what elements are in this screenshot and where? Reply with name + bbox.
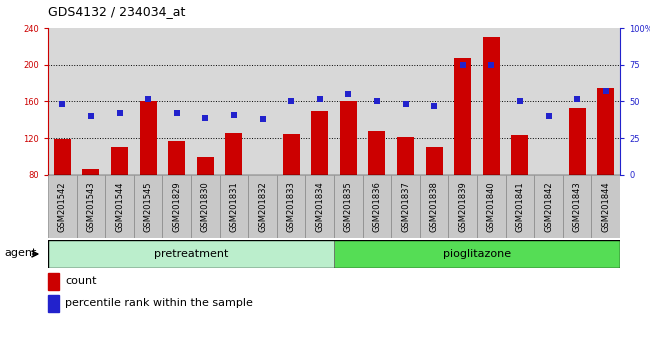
Text: GSM201838: GSM201838: [430, 181, 439, 232]
Point: [543, 113, 554, 119]
Bar: [283, 134, 300, 175]
Point: [172, 110, 182, 116]
Point: [458, 62, 468, 68]
Point: [200, 115, 211, 120]
Point: [57, 102, 68, 107]
Text: percentile rank within the sample: percentile rank within the sample: [65, 298, 253, 308]
Text: GSM201834: GSM201834: [315, 181, 324, 232]
Point: [229, 112, 239, 118]
Text: pioglitazone: pioglitazone: [443, 249, 511, 259]
FancyBboxPatch shape: [448, 175, 477, 238]
FancyBboxPatch shape: [220, 175, 248, 238]
Point: [515, 99, 525, 104]
FancyBboxPatch shape: [277, 175, 305, 238]
Bar: [48, 273, 59, 290]
Bar: [226, 133, 242, 175]
Text: GSM201544: GSM201544: [115, 181, 124, 232]
Bar: [369, 131, 385, 175]
FancyBboxPatch shape: [534, 175, 563, 238]
Text: GSM201840: GSM201840: [487, 181, 496, 232]
FancyBboxPatch shape: [363, 175, 391, 238]
FancyBboxPatch shape: [134, 175, 162, 238]
Point: [86, 113, 96, 119]
Text: GSM201833: GSM201833: [287, 181, 296, 232]
Text: GSM201839: GSM201839: [458, 181, 467, 232]
FancyBboxPatch shape: [191, 175, 220, 238]
Text: GSM201835: GSM201835: [344, 181, 353, 232]
Text: GSM201543: GSM201543: [86, 181, 96, 232]
Bar: [111, 147, 128, 175]
Text: GSM201542: GSM201542: [58, 181, 67, 232]
Text: count: count: [65, 276, 97, 286]
Point: [486, 62, 497, 68]
Text: GSM201843: GSM201843: [573, 181, 582, 232]
Bar: [340, 102, 357, 175]
FancyBboxPatch shape: [48, 175, 77, 238]
Bar: [168, 141, 185, 175]
Bar: [197, 156, 214, 175]
Point: [601, 88, 611, 94]
Text: GSM201830: GSM201830: [201, 181, 210, 232]
Text: GDS4132 / 234034_at: GDS4132 / 234034_at: [48, 5, 185, 18]
Text: GSM201831: GSM201831: [229, 181, 239, 232]
Bar: [483, 37, 500, 175]
Bar: [454, 58, 471, 175]
Bar: [397, 137, 414, 175]
FancyBboxPatch shape: [162, 175, 191, 238]
FancyBboxPatch shape: [334, 240, 620, 268]
Text: pretreatment: pretreatment: [154, 249, 228, 259]
Text: GSM201837: GSM201837: [401, 181, 410, 232]
Bar: [311, 111, 328, 175]
Text: GSM201832: GSM201832: [258, 181, 267, 232]
Text: GSM201844: GSM201844: [601, 181, 610, 232]
Point: [257, 116, 268, 122]
Bar: [597, 88, 614, 175]
Bar: [569, 108, 586, 175]
FancyBboxPatch shape: [506, 175, 534, 238]
Text: GSM201836: GSM201836: [372, 181, 382, 232]
FancyBboxPatch shape: [105, 175, 134, 238]
FancyBboxPatch shape: [563, 175, 592, 238]
FancyBboxPatch shape: [592, 175, 620, 238]
Text: GSM201841: GSM201841: [515, 181, 525, 232]
Bar: [54, 139, 71, 175]
FancyBboxPatch shape: [477, 175, 506, 238]
Point: [400, 102, 411, 107]
FancyBboxPatch shape: [391, 175, 420, 238]
Point: [372, 99, 382, 104]
FancyBboxPatch shape: [334, 175, 363, 238]
Bar: [140, 101, 157, 175]
Point: [429, 103, 439, 109]
Bar: [48, 295, 59, 312]
Bar: [83, 170, 99, 175]
Bar: [512, 136, 528, 175]
Point: [343, 91, 354, 97]
Bar: [426, 147, 443, 175]
Point: [114, 110, 125, 116]
Point: [572, 96, 582, 101]
Text: GSM201545: GSM201545: [144, 181, 153, 232]
Text: agent: agent: [5, 247, 37, 258]
Point: [286, 99, 296, 104]
FancyBboxPatch shape: [77, 175, 105, 238]
Text: GSM201842: GSM201842: [544, 181, 553, 232]
FancyBboxPatch shape: [48, 240, 334, 268]
FancyBboxPatch shape: [306, 175, 334, 238]
FancyBboxPatch shape: [248, 175, 277, 238]
Point: [143, 96, 153, 101]
Point: [315, 96, 325, 101]
FancyBboxPatch shape: [420, 175, 448, 238]
Text: GSM201829: GSM201829: [172, 181, 181, 232]
